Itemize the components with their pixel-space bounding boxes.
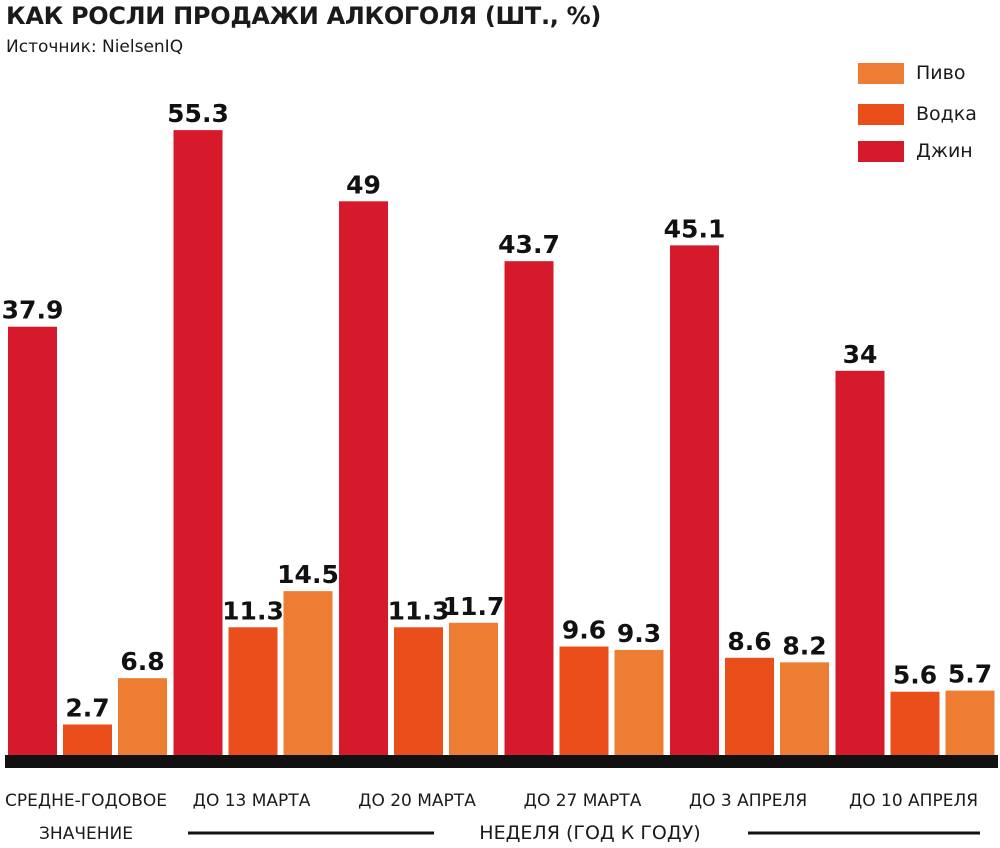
bar-gin-0 — [8, 326, 57, 755]
data-label-gin-3: 43.7 — [498, 230, 560, 259]
category-label-2: ДО 20 МАРТА — [358, 791, 476, 811]
data-label-beer-5: 5.7 — [948, 660, 992, 689]
data-label-beer-1: 14.5 — [277, 560, 339, 589]
category-label-1: ДО 13 МАРТА — [193, 791, 311, 811]
bar-vodka-1 — [228, 627, 278, 755]
bar-gin-4 — [670, 245, 719, 755]
legend-swatch-vodka — [858, 104, 904, 125]
x-axis-caption: НЕДЕЛЯ (ГОД К ГОДУ) — [479, 822, 700, 844]
data-label-vodka-5: 5.6 — [893, 661, 937, 690]
category-label-3: ДО 27 МАРТА — [524, 791, 642, 811]
legend-label-beer: Пиво — [916, 62, 966, 84]
data-label-gin-2: 49 — [346, 170, 381, 199]
bar-beer-1 — [283, 591, 333, 755]
x-axis-baseline — [5, 755, 998, 768]
legend-swatch-beer — [858, 63, 904, 84]
data-label-beer-4: 8.2 — [782, 631, 826, 660]
data-label-vodka-3: 9.6 — [562, 616, 606, 645]
bar-vodka-0 — [63, 724, 112, 755]
category-label-0: СРЕДНЕ-ГОДОВОЕ — [5, 791, 167, 811]
bar-vodka-3 — [559, 646, 609, 755]
chart-source: Источник: NielsenIQ — [6, 37, 184, 57]
data-label-gin-0: 37.9 — [2, 296, 64, 325]
bar-beer-2 — [449, 622, 498, 755]
legend-item-gin: Джин — [858, 140, 998, 166]
data-label-gin-1: 55.3 — [167, 99, 229, 128]
category-label-4: ДО 3 АПРЕЛЯ — [689, 791, 807, 811]
data-label-gin-4: 45.1 — [664, 214, 726, 243]
data-label-gin-5: 34 — [843, 340, 878, 369]
data-label-vodka-1: 11.3 — [222, 596, 284, 625]
category-label-5: ДО 10 АПРЕЛЯ — [849, 791, 978, 811]
legend-swatch-gin — [858, 141, 904, 162]
bar-vodka-2 — [394, 627, 443, 755]
category-label-0-line2: ЗНАЧЕНИЕ — [39, 824, 133, 844]
bar-beer-5 — [945, 690, 995, 755]
bar-gin-5 — [835, 370, 885, 755]
data-label-vodka-2: 11.3 — [388, 596, 450, 625]
legend-label-gin: Джин — [916, 140, 973, 162]
bar-beer-0 — [118, 678, 167, 755]
bar-gin-3 — [504, 261, 554, 755]
data-label-beer-3: 9.3 — [617, 619, 661, 648]
data-label-beer-0: 6.8 — [120, 647, 164, 676]
bar-beer-4 — [780, 662, 829, 755]
bar-gin-1 — [173, 130, 223, 756]
data-label-beer-2: 11.7 — [443, 592, 505, 621]
data-label-vodka-4: 8.6 — [727, 627, 771, 656]
bar-beer-3 — [614, 649, 664, 755]
legend-item-beer: Пиво — [858, 62, 998, 88]
bar-vodka-5 — [890, 691, 940, 755]
bar-vodka-4 — [725, 657, 774, 755]
bar-gin-2 — [339, 201, 388, 756]
legend-item-vodka: Водка — [858, 103, 998, 129]
chart-title: КАК РОСЛИ ПРОДАЖИ АЛКОГОЛЯ (ШТ., %) — [6, 2, 602, 30]
data-label-vodka-0: 2.7 — [65, 693, 109, 722]
legend-label-vodka: Водка — [916, 103, 977, 125]
